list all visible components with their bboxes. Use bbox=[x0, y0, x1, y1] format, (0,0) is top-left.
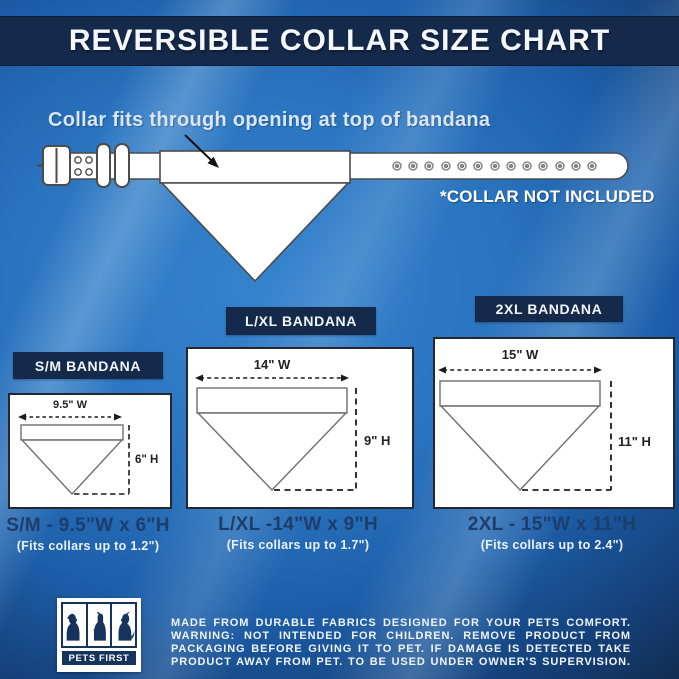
bandana-shape bbox=[196, 387, 348, 492]
size-label-2xl: 2XL BANDANA bbox=[475, 296, 623, 322]
size-fits-2xl: (Fits collars up to 2.4") bbox=[480, 538, 624, 552]
size-label-sm: S/M BANDANA bbox=[13, 352, 163, 379]
size-fits-lxl: (Fits collars up to 1.7") bbox=[226, 538, 370, 552]
bandana-shape bbox=[20, 424, 124, 496]
size-card-lxl: 14" W 9" H bbox=[186, 347, 414, 509]
size-card-2xl: 15" W 11" H bbox=[433, 337, 675, 509]
brand-logo-text: PETS FIRST bbox=[61, 650, 137, 666]
size-label-sm-text: S/M BANDANA bbox=[34, 357, 142, 374]
height-guide bbox=[74, 425, 130, 495]
size-label-2xl-text: 2XL BANDANA bbox=[495, 301, 603, 317]
warning-line: MADE FROM DURABLE FABRICS DESIGNED FOR Y… bbox=[171, 617, 631, 629]
size-summary-2xl: 2XL - 15"W x 11"H bbox=[467, 514, 637, 535]
pointer-arrow-icon bbox=[184, 134, 219, 168]
collar-holes bbox=[392, 161, 597, 171]
size-label-lxl: L/XL BANDANA bbox=[226, 307, 376, 335]
size-card-sm: 9.5" W 6" H bbox=[8, 393, 172, 509]
page-title: REVERSIBLE COLLAR SIZE CHART bbox=[68, 24, 611, 57]
warning-text: MADE FROM DURABLE FABRICS DESIGNED FOR Y… bbox=[171, 617, 631, 669]
width-label: 9.5" W bbox=[53, 399, 87, 411]
collar-buckle-icon bbox=[37, 143, 130, 188]
width-label: 14" W bbox=[253, 357, 291, 372]
brand-logo: PETS FIRST bbox=[57, 598, 141, 672]
collar-not-included-note: *COLLAR NOT INCLUDED bbox=[440, 187, 655, 206]
dog-icon bbox=[66, 613, 80, 641]
height-label: 9" H bbox=[364, 433, 391, 448]
bandana-diagram-sm bbox=[18, 413, 130, 496]
warning-line: WARNING: NOT INTENDED FOR CHILDREN. REMO… bbox=[171, 629, 631, 642]
warning-line: PACKAGING BEFORE GIVING IT TO PET. IF DA… bbox=[171, 642, 631, 655]
collar-illustration bbox=[37, 134, 629, 283]
bandana-diagram-2xl bbox=[438, 366, 612, 492]
width-label: 15" W bbox=[501, 347, 539, 362]
size-label-lxl-text: L/XL BANDANA bbox=[245, 313, 357, 329]
height-guide bbox=[522, 381, 612, 491]
bandana-diagram-lxl bbox=[195, 374, 357, 492]
size-fits-sm: (Fits collars up to 1.2") bbox=[16, 539, 160, 553]
dog-icon bbox=[118, 611, 135, 641]
brand-logo-panels bbox=[61, 602, 137, 648]
collar-caption: Collar fits through opening at top of ba… bbox=[48, 109, 491, 131]
size-summary-lxl: L/XL -14"W x 9"H bbox=[218, 514, 378, 535]
height-label: 6" H bbox=[135, 454, 159, 466]
header-bar: REVERSIBLE COLLAR SIZE CHART bbox=[0, 17, 679, 65]
dog-icon bbox=[93, 611, 106, 641]
height-guide bbox=[274, 388, 357, 491]
bandana-shape bbox=[439, 380, 601, 492]
warning-line: PRODUCT AWAY FROM PET. TO BE USED UNDER … bbox=[171, 655, 631, 668]
size-summary-sm: S/M - 9.5"W x 6"H bbox=[6, 515, 170, 536]
bandana-on-collar bbox=[159, 150, 351, 283]
height-label: 11" H bbox=[618, 434, 651, 449]
